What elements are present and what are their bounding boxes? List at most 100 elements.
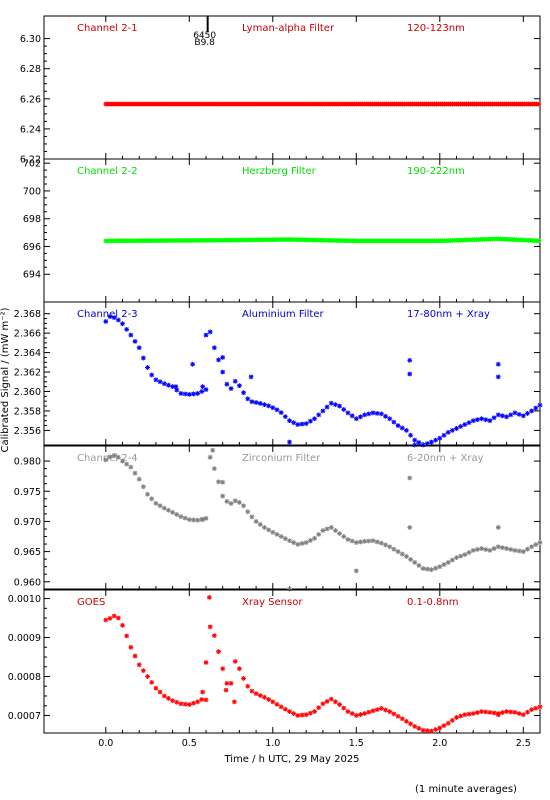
panel-frame	[43, 589, 541, 734]
data-point	[537, 402, 543, 408]
data-point	[508, 412, 514, 418]
data-point	[408, 557, 413, 562]
data-point	[403, 554, 409, 559]
data-point	[174, 387, 180, 393]
data-point	[341, 407, 347, 412]
x-tick-label: 2.0	[432, 738, 447, 749]
data-point	[483, 547, 489, 552]
data-point-outlier	[223, 687, 229, 693]
data-point	[416, 725, 422, 731]
data-point	[153, 685, 159, 691]
data-point	[216, 357, 221, 363]
data-point-outlier	[220, 479, 226, 485]
data-point	[174, 512, 180, 517]
data-point	[391, 419, 397, 425]
data-point	[132, 338, 138, 344]
data-point	[253, 519, 259, 524]
data-point-outlier	[495, 374, 501, 380]
data-point	[249, 399, 255, 405]
data-point	[266, 696, 272, 702]
data-point	[199, 389, 205, 394]
panel-label: Channel 2-1	[77, 23, 138, 34]
panel-frame	[43, 158, 541, 303]
data-point	[312, 709, 317, 714]
data-point	[149, 496, 155, 502]
data-point	[228, 680, 234, 686]
data-point	[166, 507, 171, 513]
data-point	[441, 723, 447, 728]
data-point	[424, 441, 430, 446]
data-point	[228, 386, 234, 391]
data-point	[324, 404, 330, 410]
data-point	[433, 727, 439, 732]
y-tick-label: 2.358	[14, 406, 41, 417]
data-point	[115, 454, 121, 460]
data-point	[266, 527, 272, 533]
data-point	[195, 699, 201, 705]
data-point	[195, 391, 201, 396]
data-point	[449, 717, 455, 723]
data-point	[374, 539, 380, 545]
data-point	[257, 693, 263, 698]
data-point	[124, 633, 130, 639]
data-point	[466, 420, 472, 426]
y-tick-label: 6.26	[20, 94, 41, 105]
data-point	[291, 420, 297, 426]
data-point	[291, 540, 297, 545]
data-point	[353, 540, 359, 545]
y-axis-title: Calibrated Signal / (mW m⁻²)	[0, 307, 11, 452]
y-tick-label: 698	[23, 214, 41, 225]
data-point	[203, 387, 209, 392]
y-tick-label: 0.0008	[8, 672, 41, 683]
data-point	[128, 464, 134, 470]
data-point	[533, 705, 539, 711]
data-point	[358, 414, 363, 420]
data-point	[370, 538, 376, 544]
data-point	[128, 644, 134, 650]
data-point	[536, 238, 542, 244]
data-point	[282, 536, 288, 542]
data-point	[216, 649, 221, 655]
data-point	[537, 540, 543, 545]
data-point	[241, 676, 246, 681]
data-point	[136, 345, 142, 351]
y-tick-label: 0.960	[14, 577, 41, 588]
data-point	[391, 546, 397, 552]
data-point	[366, 538, 372, 544]
data-point	[278, 704, 284, 710]
data-point	[370, 410, 376, 416]
data-point	[199, 697, 205, 702]
data-point	[479, 546, 484, 551]
data-point	[449, 557, 455, 563]
data-point	[345, 537, 351, 542]
data-point	[399, 716, 405, 722]
panel-wavelength: 0.1-0.8nm	[407, 597, 459, 608]
data-point	[536, 101, 542, 107]
data-point	[287, 418, 292, 424]
data-point	[383, 413, 388, 419]
panel-label: Channel 2-3	[77, 309, 138, 320]
data-point	[520, 413, 526, 419]
data-point	[153, 500, 159, 506]
data-point	[186, 702, 192, 707]
data-point	[236, 500, 242, 505]
data-point	[245, 396, 251, 402]
y-tick-label: 6.24	[20, 124, 41, 135]
data-point	[111, 613, 117, 619]
data-point	[495, 544, 501, 550]
data-point	[170, 509, 175, 515]
data-point	[224, 381, 230, 387]
panel-3: 2.356 2.358 2.360 2.362 2.364 2.366 2.368 Chann…	[14, 301, 543, 448]
data-point	[420, 727, 426, 733]
x-tick-label: 2.5	[516, 738, 531, 749]
data-point	[504, 414, 509, 420]
data-point	[487, 418, 493, 424]
event-marker-label: 6450	[193, 31, 216, 41]
data-point	[508, 547, 514, 552]
data-point	[403, 428, 409, 433]
data-point	[182, 391, 188, 397]
data-point	[120, 321, 125, 327]
data-point	[374, 410, 380, 416]
data-point	[491, 546, 497, 551]
